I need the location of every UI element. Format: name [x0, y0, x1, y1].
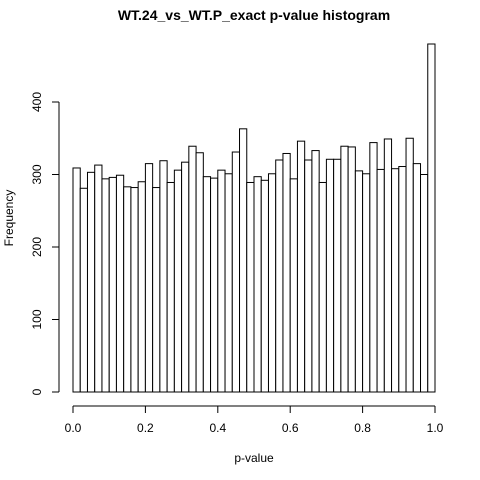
x-tick-label: 0.0	[65, 421, 82, 435]
histogram-bar	[253, 176, 262, 393]
histogram-bar	[246, 181, 255, 393]
histogram-bar	[173, 169, 183, 393]
y-tick-label: 300	[30, 164, 44, 184]
y-axis-label: Frequency	[2, 190, 16, 247]
histogram-bar	[289, 178, 298, 393]
histogram-bar	[188, 145, 197, 393]
y-tick-label: 0	[30, 388, 44, 395]
histogram-bar	[144, 163, 154, 393]
histogram-bar	[115, 174, 125, 393]
histogram-bar	[362, 173, 371, 393]
histogram-bar	[369, 142, 378, 393]
x-tick-label: 0.4	[209, 421, 226, 435]
histogram-bar	[282, 152, 291, 393]
histogram-bar	[275, 159, 284, 393]
histogram-bar	[224, 173, 233, 393]
histogram-bar	[347, 146, 356, 393]
histogram-bar	[195, 152, 204, 393]
histogram-bar	[398, 166, 407, 393]
histogram-bar	[260, 179, 269, 393]
x-axis-label: p-value	[234, 451, 274, 465]
histogram-bar	[239, 128, 248, 393]
histogram-bar	[152, 187, 161, 393]
histogram-bar	[340, 145, 349, 393]
x-tick-label: 1.0	[427, 421, 444, 435]
histogram-bar	[267, 173, 277, 393]
histogram-bar	[231, 151, 241, 393]
histogram-bar	[79, 187, 88, 393]
histogram-bar	[412, 163, 422, 393]
y-axis: 0 100 200 300 400	[30, 92, 60, 395]
histogram-bar	[217, 169, 226, 393]
x-axis: 0.0 0.2 0.4 0.6 0.8 1.0	[65, 405, 444, 435]
histogram-bar	[72, 167, 81, 393]
histogram-bar	[304, 159, 313, 393]
histogram-bar	[94, 164, 103, 393]
histogram-bar	[181, 161, 190, 393]
histogram-bar	[101, 178, 110, 393]
histogram-bar	[108, 176, 117, 393]
histogram-bar	[311, 150, 320, 393]
y-tick-label: 200	[30, 237, 44, 257]
histogram-bar	[333, 158, 342, 393]
histogram-bar	[354, 170, 364, 393]
histogram-bar	[166, 181, 175, 393]
histogram-bar	[159, 160, 168, 393]
histogram-bar	[391, 168, 400, 393]
histogram-bar	[137, 181, 146, 393]
histogram-bar	[296, 140, 306, 393]
histogram-bar	[318, 181, 327, 393]
x-tick-label: 0.6	[282, 421, 299, 435]
histogram-bar	[383, 138, 393, 393]
y-tick-label: 100	[30, 309, 44, 329]
histogram-bar	[427, 43, 436, 393]
bars-group	[72, 43, 436, 393]
histogram-bar	[405, 137, 414, 393]
histogram-bar	[130, 187, 139, 393]
histogram-bar	[86, 171, 96, 393]
y-tick-label: 400	[30, 92, 44, 112]
x-tick-label: 0.2	[137, 421, 154, 435]
histogram-bar	[123, 186, 132, 393]
histogram-bar	[202, 176, 212, 393]
histogram-bar	[210, 177, 219, 393]
histogram-bar	[420, 174, 429, 393]
histogram-bar	[376, 168, 385, 393]
x-tick-label: 0.8	[354, 421, 371, 435]
chart-title: WT.24_vs_WT.P_exact p-value histogram	[118, 7, 390, 23]
histogram-bar	[325, 158, 335, 393]
